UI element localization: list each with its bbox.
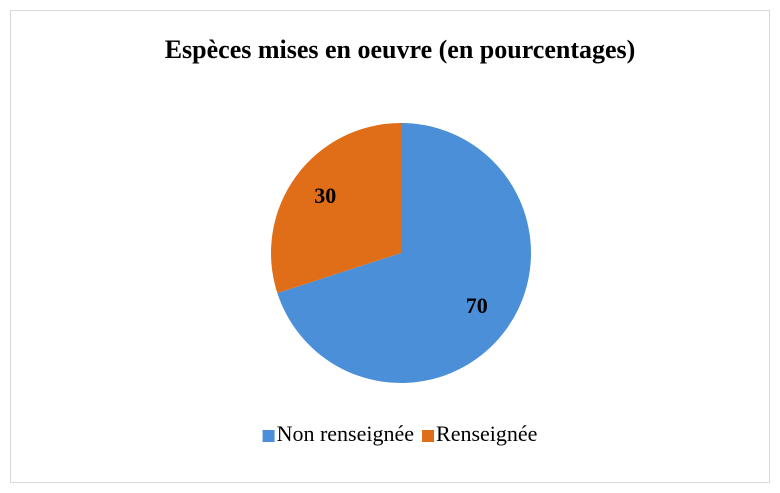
pie-slice [270, 123, 401, 294]
legend-swatch [422, 430, 435, 442]
data-label: 70 [466, 293, 488, 318]
legend-swatch [262, 430, 275, 442]
pie-slice [277, 123, 531, 383]
legend-label: Non renseignée [277, 421, 414, 446]
chart-title: Espèces mises en oeuvre (en pourcentages… [165, 35, 636, 64]
legend-label: Renseignée [436, 421, 537, 446]
data-label: 30 [314, 183, 336, 208]
